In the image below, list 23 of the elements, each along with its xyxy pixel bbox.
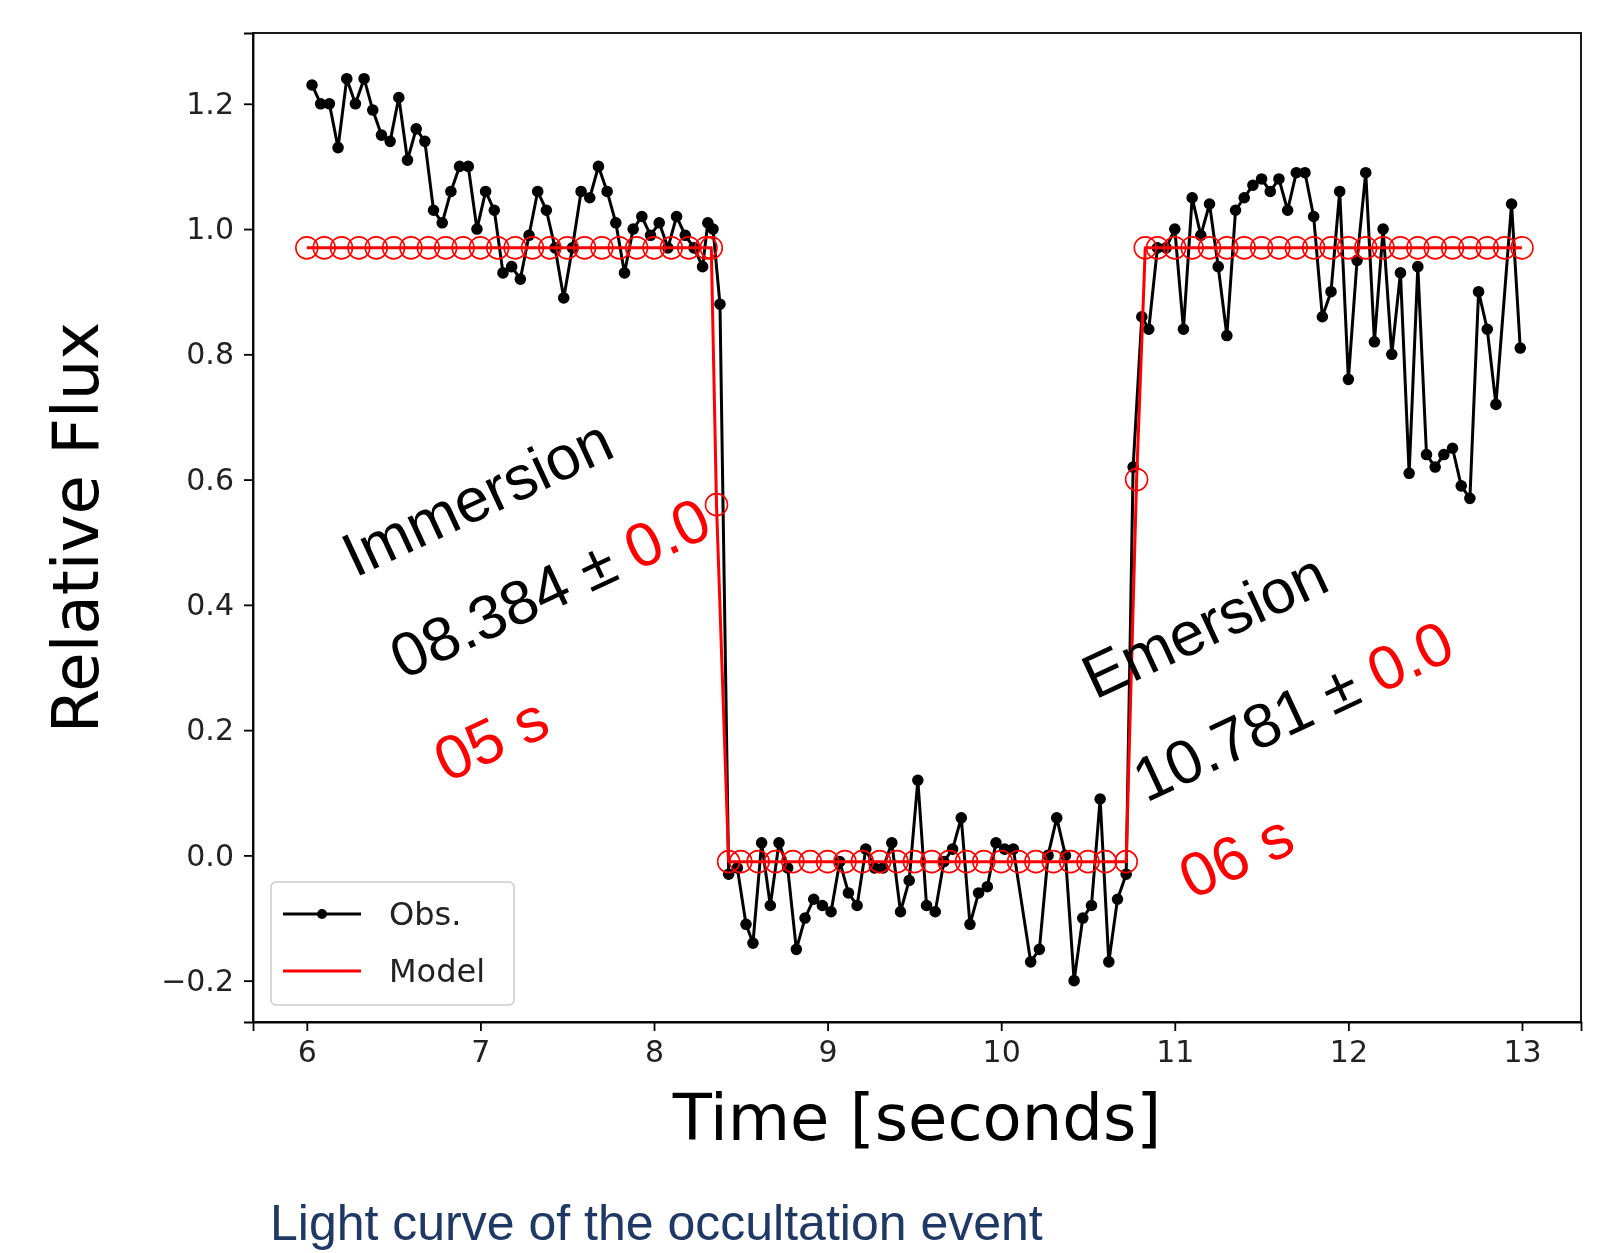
y-tick-label: 1.2 xyxy=(186,85,234,121)
legend-label: Model xyxy=(389,952,486,990)
text: Light curve of the occultation event xyxy=(270,1195,1043,1251)
annotation: 06 s xyxy=(1168,799,1304,912)
x-tick-label: 8 xyxy=(644,1034,665,1070)
x-tick-label: 13 xyxy=(1503,1034,1542,1070)
annotation: 05 s xyxy=(423,682,559,795)
x-tick-label: 11 xyxy=(1156,1034,1195,1070)
y-tick-label: 0.8 xyxy=(186,336,234,372)
x-tick-label: 6 xyxy=(297,1034,317,1070)
x-tick-label: 12 xyxy=(1329,1034,1368,1070)
y-tick-label: 0.0 xyxy=(186,837,234,873)
legend-label: Obs. xyxy=(389,895,462,933)
x-tick-label: 10 xyxy=(982,1034,1021,1070)
y-tick-label: 0.6 xyxy=(186,461,234,497)
x-axis-title: Time [seconds] xyxy=(671,1081,1162,1155)
y-tick-label: 1.0 xyxy=(186,211,234,247)
y-tick-label: 0.4 xyxy=(186,586,234,622)
y-tick-label: −0.2 xyxy=(161,962,234,998)
y-tick-label: 0.2 xyxy=(186,712,234,748)
y-axis-title: Relative Flux xyxy=(39,321,113,734)
x-tick-label: 9 xyxy=(818,1034,838,1070)
x-tick-label: 7 xyxy=(471,1034,491,1070)
